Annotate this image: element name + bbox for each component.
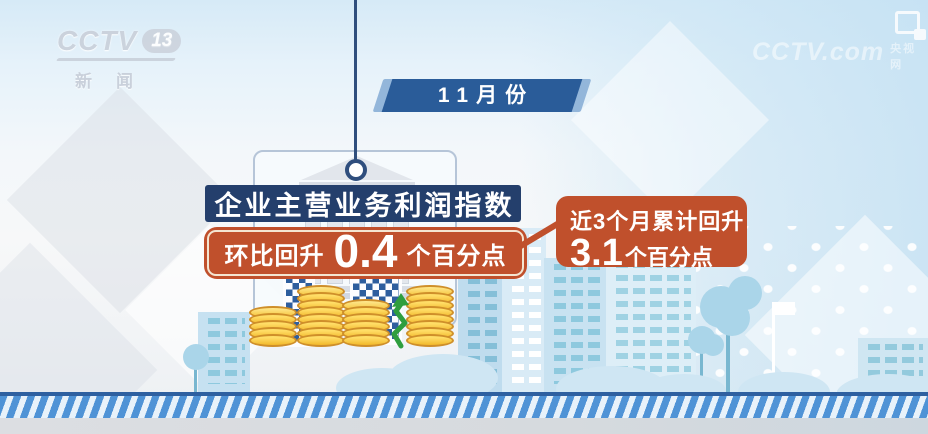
stat-secondary-label: 近3个月累计回升 [570, 209, 745, 234]
tree-icon [702, 334, 724, 356]
coin [297, 334, 345, 347]
cctv-com-watermark: CCTV.com 央视网 [752, 38, 928, 72]
channel-name-text: 新闻 [75, 72, 157, 91]
logo-underline [55, 58, 177, 61]
channel-number-badge: 13 [142, 29, 182, 53]
striped-footer-band [0, 392, 928, 418]
tree-icon [183, 344, 209, 370]
headline-title: 企业主营业务利润指数 [214, 191, 515, 221]
stat-primary-box: 环比回升 0.4 个百分点 [204, 227, 527, 279]
coin-stack [406, 285, 454, 347]
tree-icon [194, 360, 197, 392]
cctv-com-text: CCTV.com [752, 38, 885, 66]
pointer-line [354, 0, 357, 161]
flag-pole [772, 302, 775, 392]
stat-primary-value: 0.4 [333, 225, 398, 277]
tree-icon [700, 342, 703, 392]
stat-primary-label: 环比回升 [224, 242, 325, 270]
cctv-site-name: 央视网 [890, 43, 917, 71]
footer-ground [0, 418, 928, 434]
period-banner: 11月份 [372, 79, 592, 112]
flag-icon [775, 302, 795, 315]
connector-line [516, 220, 562, 250]
tree-icon [726, 316, 730, 392]
coin [406, 334, 454, 347]
stat-secondary-value: 3.1 [570, 232, 623, 274]
cctv13-logo: CCTV 13 新闻 [55, 25, 182, 92]
coin-stack [297, 285, 345, 347]
coin-stack [342, 299, 390, 347]
coin [342, 334, 390, 347]
stat-secondary-unit: 个百分点 [624, 245, 713, 270]
tree-icon [714, 300, 750, 336]
period-label: 11月份 [437, 84, 535, 107]
growth-arrow-icon [391, 293, 409, 349]
stat-primary-unit: 个百分点 [406, 242, 507, 270]
cctv-logo-text: CCTV [57, 25, 138, 56]
screens-icon-back [895, 11, 920, 34]
stat-secondary-box: 近3个月累计回升 3.1 个百分点 [556, 196, 747, 273]
headline-banner: 企业主营业务利润指数 [205, 185, 521, 222]
coin [249, 334, 297, 347]
screens-icon-front [914, 29, 926, 40]
coin-stack [249, 306, 297, 347]
screens-icon [895, 11, 926, 40]
pointer-ring [345, 159, 367, 181]
